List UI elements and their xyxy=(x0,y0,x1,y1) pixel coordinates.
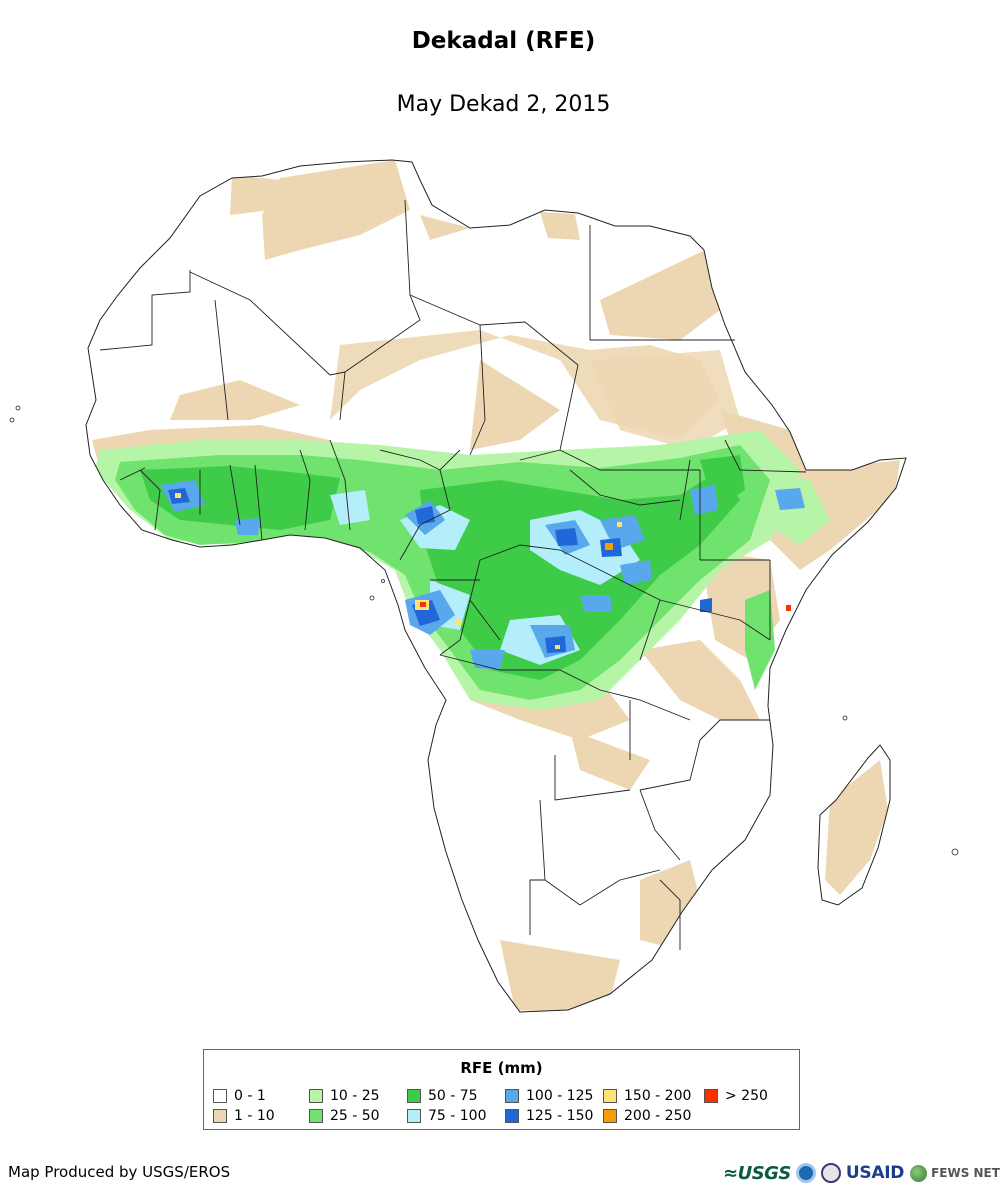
usgs-logo: ≈USGS xyxy=(723,1162,791,1184)
legend-swatch xyxy=(603,1109,617,1123)
legend-swatch xyxy=(505,1109,519,1123)
legend-swatch xyxy=(309,1089,323,1103)
legend-label: 100 - 125 xyxy=(526,1088,594,1104)
legend-label: 0 - 1 xyxy=(234,1088,266,1104)
rainfall-legend: RFE (mm) 0 - 1 1 - 10 10 - 25 25 - 50 50… xyxy=(203,1049,800,1130)
map-title: Dekadal (RFE) xyxy=(411,28,596,54)
usaid-seal-icon xyxy=(820,1163,841,1183)
legend-label: 150 - 200 xyxy=(624,1088,692,1104)
legend-item-75-100: 75 - 100 xyxy=(407,1108,487,1124)
legend-item-10-25: 10 - 25 xyxy=(309,1088,380,1104)
legend-swatch xyxy=(407,1089,421,1103)
legend-swatch xyxy=(309,1109,323,1123)
legend-item-over-250: > 250 xyxy=(704,1088,768,1104)
legend-label: 25 - 50 xyxy=(330,1108,380,1124)
legend-swatch xyxy=(213,1089,227,1103)
legend-swatch xyxy=(603,1089,617,1103)
legend-label: 125 - 150 xyxy=(526,1108,594,1124)
legend-label: 200 - 250 xyxy=(624,1108,692,1124)
legend-item-150-200: 150 - 200 xyxy=(603,1088,691,1104)
legend-item-100-125: 100 - 125 xyxy=(505,1088,593,1104)
noaa-logo-icon xyxy=(795,1163,816,1183)
legend-item-25-50: 25 - 50 xyxy=(309,1108,380,1124)
map-subtitle: May Dekad 2, 2015 xyxy=(396,92,611,117)
map-credit: Map Produced by USGS/EROS xyxy=(8,1163,231,1181)
legend-item-125-150: 125 - 150 xyxy=(505,1108,593,1124)
legend-swatch xyxy=(505,1089,519,1103)
legend-item-1-10: 1 - 10 xyxy=(213,1108,275,1124)
africa-rainfall-map xyxy=(9,159,959,1013)
legend-title: RFE (mm) xyxy=(460,1059,543,1077)
fews-globe-icon xyxy=(910,1164,928,1182)
legend-item-0-1: 0 - 1 xyxy=(213,1088,266,1104)
legend-item-200-250: 200 - 250 xyxy=(603,1108,691,1124)
legend-label: > 250 xyxy=(725,1088,768,1104)
legend-item-50-75: 50 - 75 xyxy=(407,1088,478,1104)
usaid-logo: USAID xyxy=(845,1163,905,1183)
legend-swatch xyxy=(704,1089,718,1103)
legend-swatch xyxy=(407,1109,421,1123)
legend-label: 10 - 25 xyxy=(330,1088,380,1104)
partner-logos: ≈USGS USAID FEWS NET xyxy=(723,1158,1000,1188)
legend-swatch xyxy=(213,1109,227,1123)
legend-label: 50 - 75 xyxy=(428,1088,478,1104)
fews-net-logo: FEWS NET xyxy=(931,1166,1000,1180)
legend-label: 75 - 100 xyxy=(428,1108,487,1124)
legend-label: 1 - 10 xyxy=(234,1108,275,1124)
